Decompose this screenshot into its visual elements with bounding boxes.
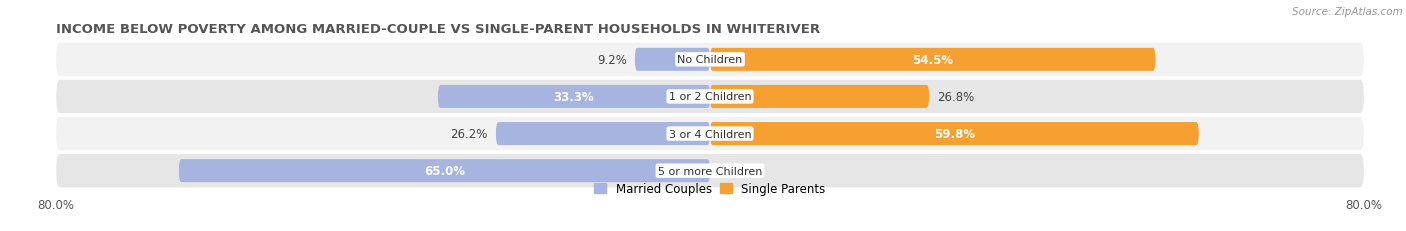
Text: 65.0%: 65.0% (425, 164, 465, 177)
Text: 26.8%: 26.8% (938, 91, 974, 103)
FancyBboxPatch shape (437, 85, 710, 109)
FancyBboxPatch shape (56, 154, 1364, 188)
Text: Source: ZipAtlas.com: Source: ZipAtlas.com (1292, 7, 1403, 17)
Text: INCOME BELOW POVERTY AMONG MARRIED-COUPLE VS SINGLE-PARENT HOUSEHOLDS IN WHITERI: INCOME BELOW POVERTY AMONG MARRIED-COUPL… (56, 23, 820, 36)
FancyBboxPatch shape (710, 85, 929, 109)
Text: 1 or 2 Children: 1 or 2 Children (669, 92, 751, 102)
FancyBboxPatch shape (636, 49, 710, 72)
FancyBboxPatch shape (710, 49, 1156, 72)
FancyBboxPatch shape (56, 43, 1364, 77)
Text: 9.2%: 9.2% (596, 54, 627, 67)
Text: 54.5%: 54.5% (912, 54, 953, 67)
FancyBboxPatch shape (56, 80, 1364, 114)
Text: No Children: No Children (678, 55, 742, 65)
Text: 0.0%: 0.0% (718, 164, 748, 177)
FancyBboxPatch shape (496, 122, 710, 146)
Legend: Married Couples, Single Parents: Married Couples, Single Parents (595, 182, 825, 195)
Text: 5 or more Children: 5 or more Children (658, 166, 762, 176)
Text: 3 or 4 Children: 3 or 4 Children (669, 129, 751, 139)
Text: 59.8%: 59.8% (934, 128, 974, 140)
Text: 33.3%: 33.3% (554, 91, 595, 103)
Text: 26.2%: 26.2% (450, 128, 488, 140)
FancyBboxPatch shape (179, 159, 710, 182)
FancyBboxPatch shape (710, 122, 1199, 146)
FancyBboxPatch shape (56, 117, 1364, 151)
